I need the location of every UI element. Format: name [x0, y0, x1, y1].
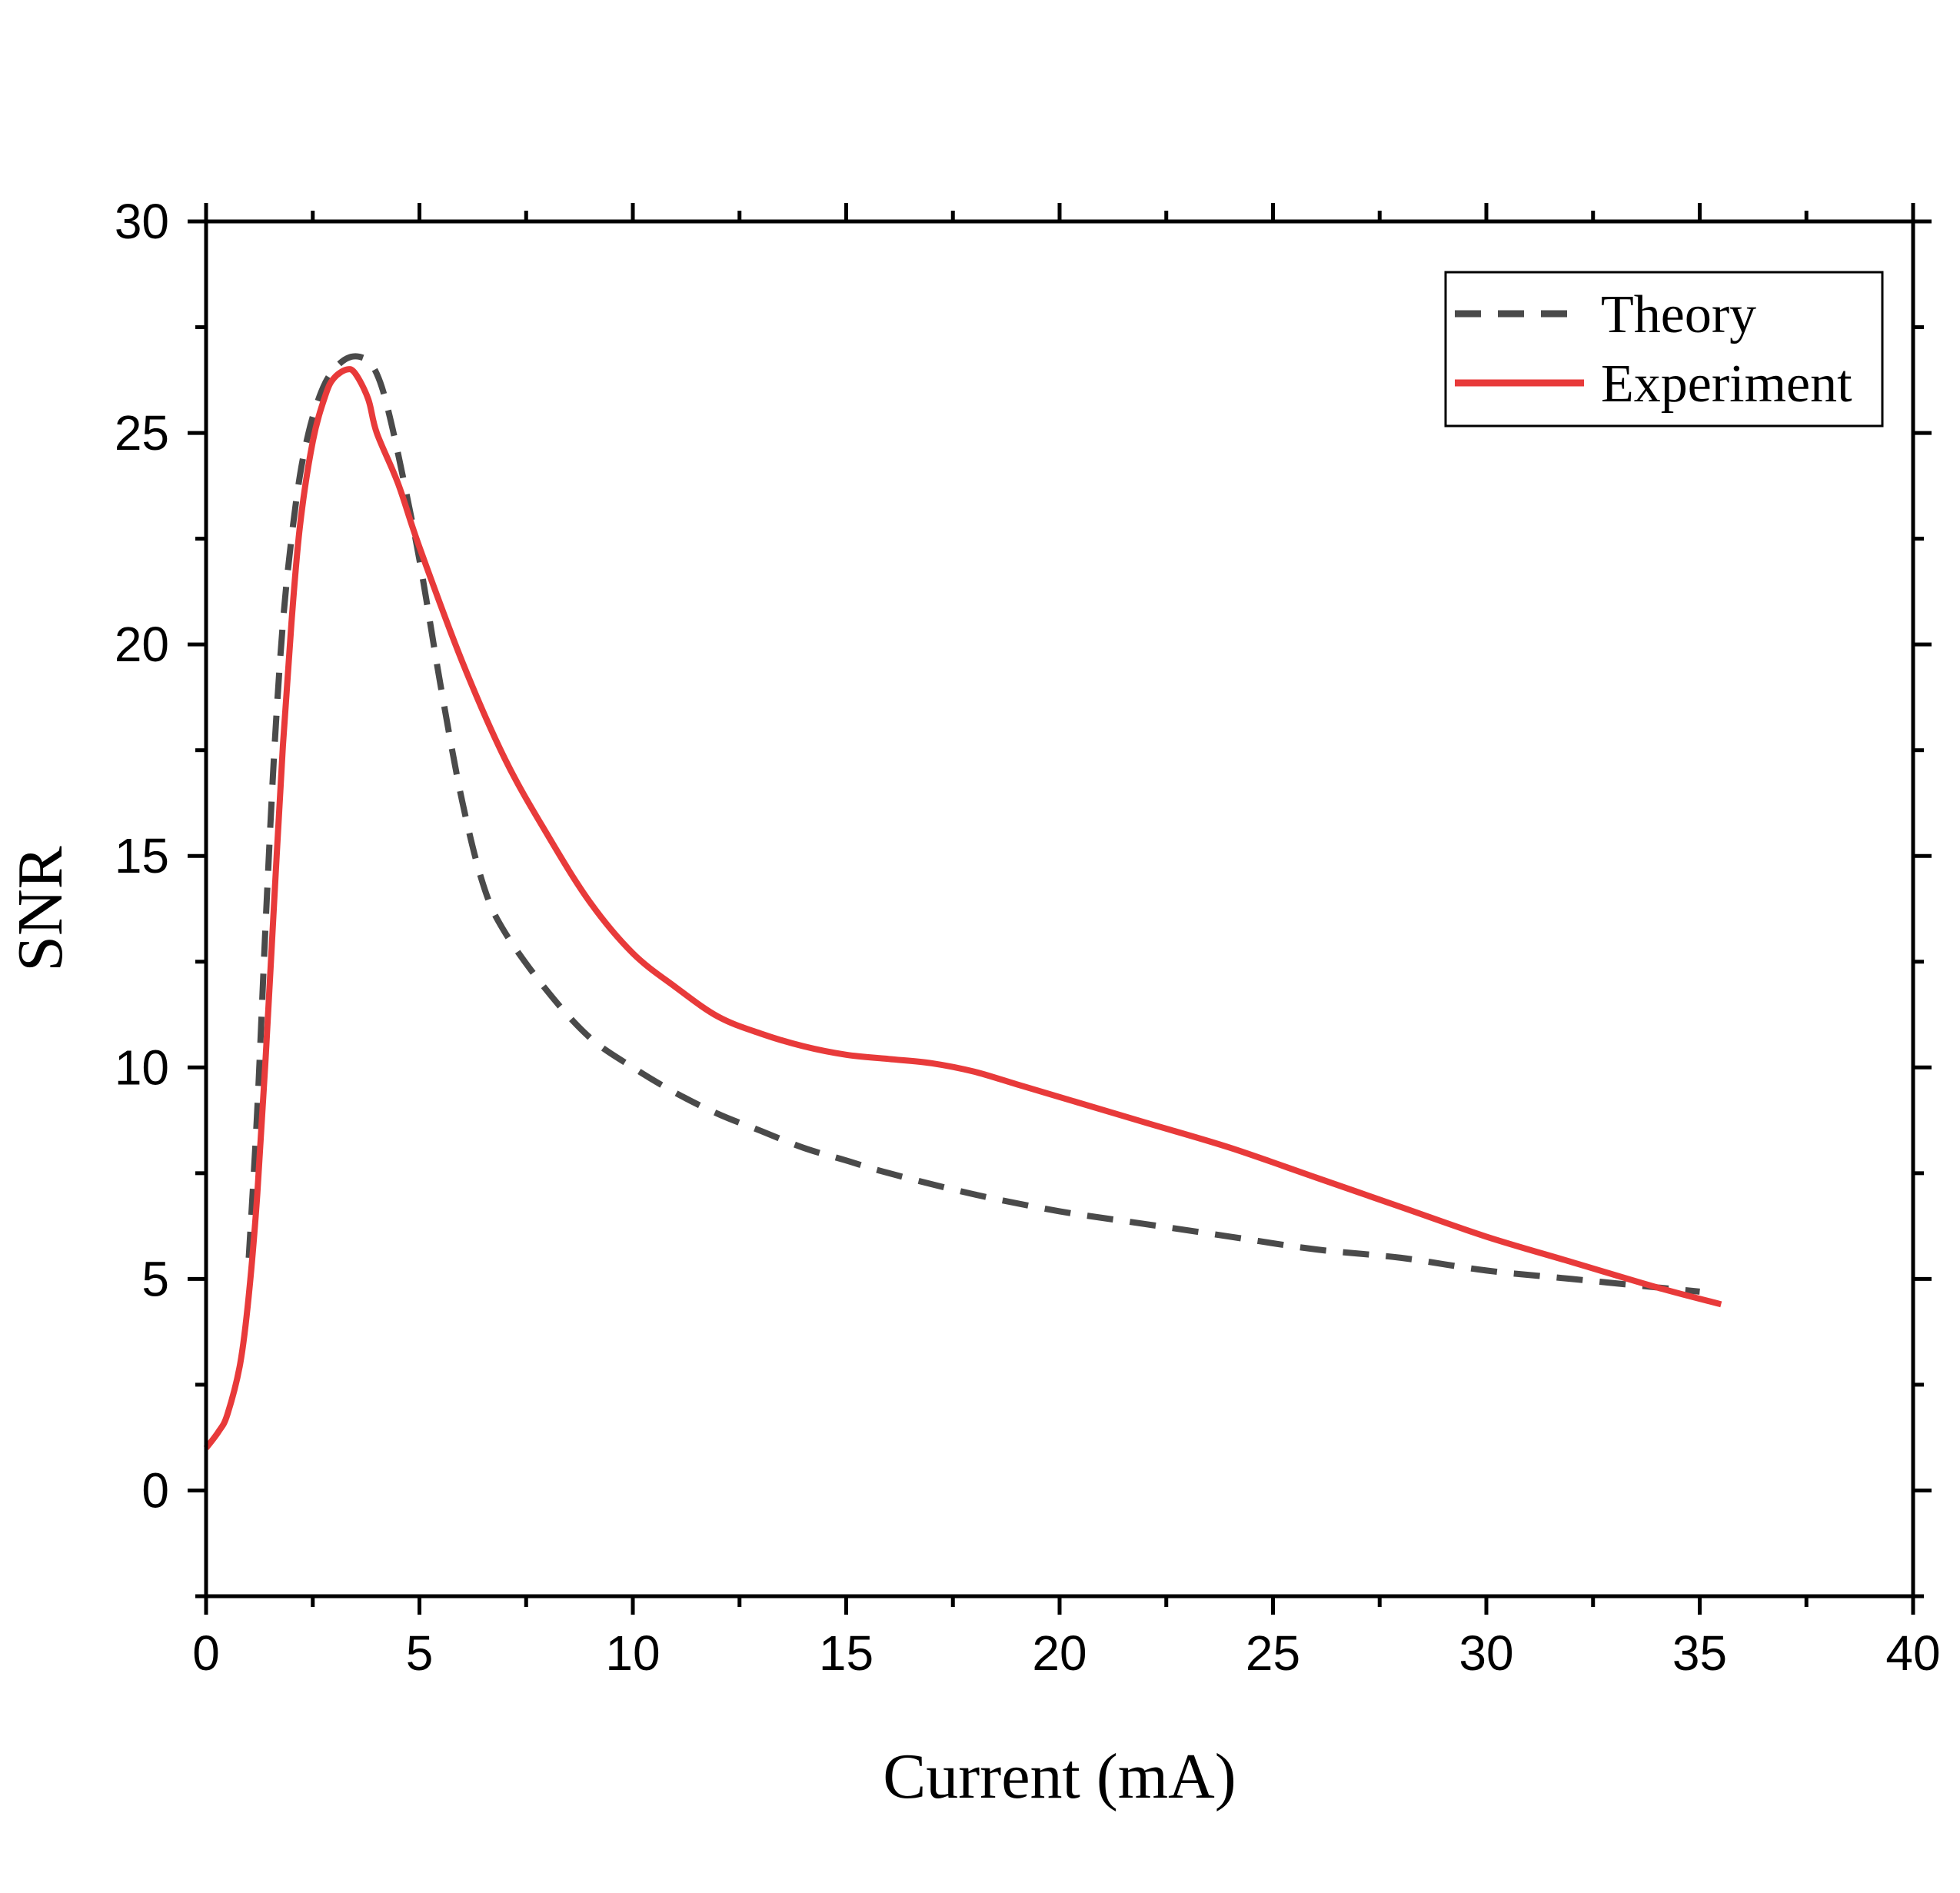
y-tick-label: 5: [141, 1251, 169, 1306]
y-tick-label: 15: [115, 828, 169, 883]
x-tick-label: 35: [1672, 1625, 1727, 1681]
y-tick-label: 10: [115, 1040, 169, 1095]
x-tick-label: 10: [605, 1625, 660, 1681]
legend-label-theory: Theory: [1601, 285, 1756, 344]
y-tick-label: 30: [115, 194, 169, 249]
tick-layer: 0 5 10 15 20 25 30 35 40 0 5 10 15 20 25 30: [115, 194, 1941, 1681]
x-tick-label: 15: [819, 1625, 874, 1681]
x-tick-label: 20: [1032, 1625, 1086, 1681]
y-tick-label: 20: [115, 617, 169, 672]
y-axis-title: SNR: [5, 846, 76, 971]
x-axis-title: Current (mA): [883, 1741, 1236, 1812]
series-line-theory: [245, 353, 1700, 1295]
x-tick-label: 25: [1246, 1625, 1300, 1681]
y-tick-label: 0: [141, 1462, 169, 1518]
x-tick-label: 0: [192, 1625, 220, 1681]
series-line-experiment: [203, 366, 1722, 1450]
x-tick-label: 30: [1459, 1625, 1513, 1681]
series-layer: [203, 353, 1722, 1450]
legend-box: [1444, 271, 1884, 428]
legend: Theory Experiment: [1444, 271, 1884, 428]
x-tick-label: 40: [1885, 1625, 1940, 1681]
legend-label-experiment: Experiment: [1601, 354, 1852, 414]
y-tick-label: 25: [115, 405, 169, 461]
x-tick-label: 5: [406, 1625, 434, 1681]
